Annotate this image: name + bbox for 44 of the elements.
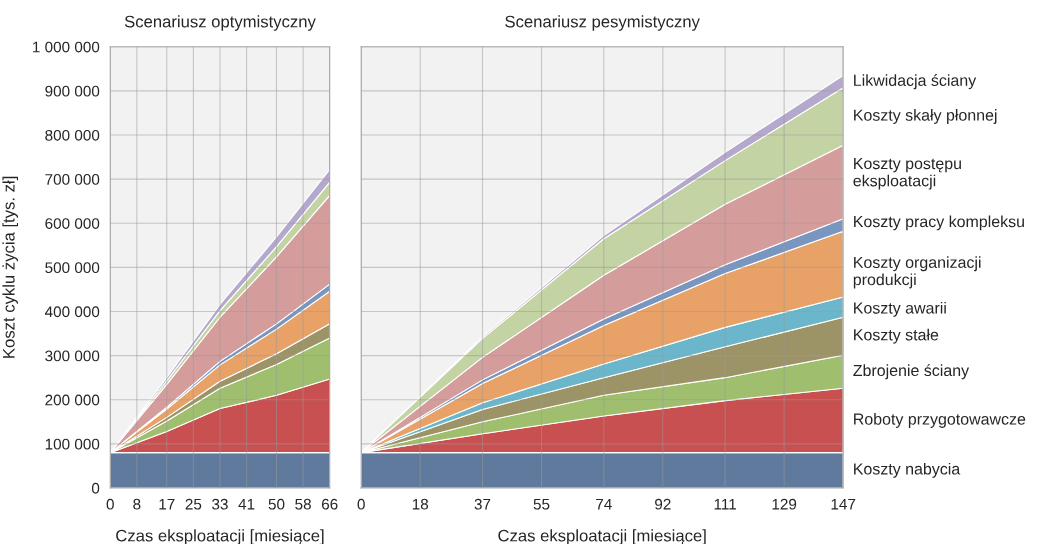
x-axis-title: Czas eksploatacji [miesiące] xyxy=(498,529,706,544)
x-tick-label: 111 xyxy=(714,498,736,510)
x-tick-label: 8 xyxy=(133,498,141,510)
chart-title: Scenariusz pesymistyczny xyxy=(505,15,700,31)
series-label: Koszty pracy kompleksu xyxy=(854,215,1024,231)
series-label: Koszty organizacji produkcji xyxy=(853,256,981,289)
y-tick-label: 0 xyxy=(91,482,100,494)
x-tick-label: 55 xyxy=(533,498,550,510)
x-tick-label: 0 xyxy=(106,498,114,510)
x-tick-label: 74 xyxy=(596,498,612,510)
series-label: Koszty nabycia xyxy=(854,462,961,478)
x-tick-label: 0 xyxy=(357,498,365,510)
y-tick-label: 400 000 xyxy=(44,306,100,318)
y-axis-title: Koszt cyklu życia [tys. zł] xyxy=(2,176,18,358)
x-tick-label: 33 xyxy=(212,498,228,510)
series-label: Koszty stałe xyxy=(854,328,939,344)
x-tick-label: 66 xyxy=(321,498,338,510)
x-tick-label: 18 xyxy=(412,498,429,510)
y-tick-label: 600 000 xyxy=(45,218,100,229)
chart-title: Scenariusz optymistyczny xyxy=(124,15,316,31)
series-label: Koszty skały płonnej xyxy=(854,109,997,124)
series-label: Koszty awarii xyxy=(854,301,946,317)
x-tick-label: 92 xyxy=(655,498,671,510)
x-tick-label: 37 xyxy=(474,498,491,510)
x-tick-label: 50 xyxy=(268,498,285,510)
y-tick-label: 800 000 xyxy=(45,129,100,141)
x-tick-label: 25 xyxy=(185,498,202,510)
x-axis-title: Czas eksploatacji [miesiące] xyxy=(116,529,324,544)
y-tick-label: 300 000 xyxy=(45,350,100,362)
series-label: Zbrojenie ściany xyxy=(853,364,970,380)
x-tick-label: 147 xyxy=(831,498,856,510)
y-tick-label: 200 000 xyxy=(45,394,100,406)
series-label: Roboty przygotowawcze xyxy=(854,413,1026,428)
y-tick-label: 700 000 xyxy=(45,174,100,185)
y-tick-label: 100 000 xyxy=(45,438,100,450)
y-tick-label: 1 000 000 xyxy=(33,41,100,53)
y-tick-label: 900 000 xyxy=(45,85,100,97)
x-tick-label: 58 xyxy=(295,498,311,510)
y-tick-label: 500 000 xyxy=(45,262,100,274)
series-label: Likwidacja ściany xyxy=(854,74,977,90)
series-label: Koszty postępu eksploatacji xyxy=(853,158,961,190)
x-tick-label: 17 xyxy=(159,498,175,510)
x-tick-label: 129 xyxy=(772,498,797,510)
x-tick-label: 41 xyxy=(238,498,255,510)
